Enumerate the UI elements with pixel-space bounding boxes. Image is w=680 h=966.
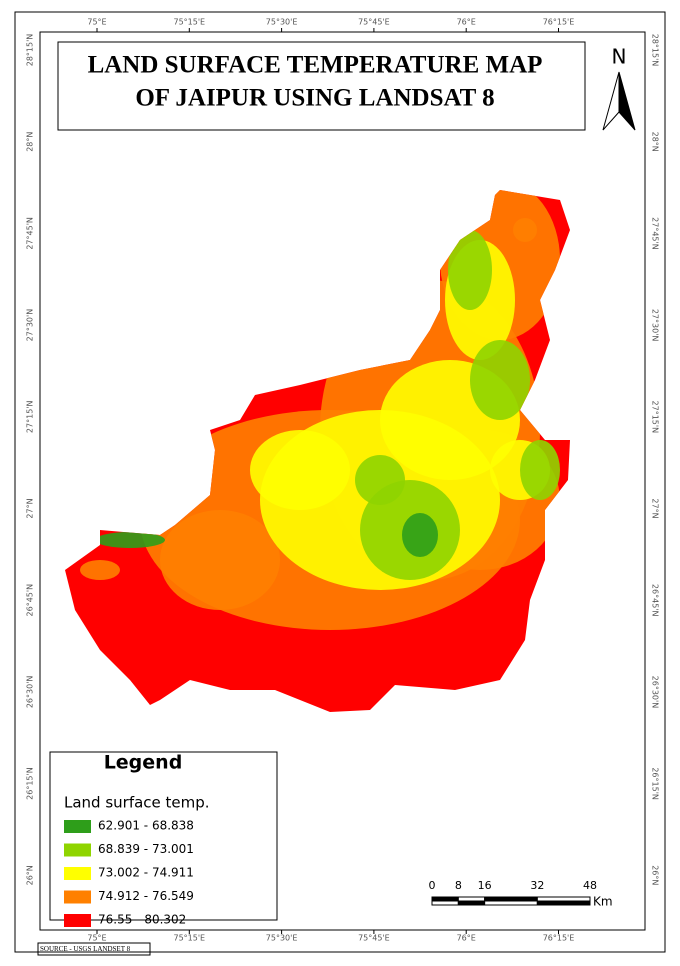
longitude-label: 75°E [87,18,106,27]
legend-label: 74.912 - 76.549 [98,889,194,903]
longitude-label: 75°15'E [173,934,205,943]
longitude-label: 75°30'E [266,18,298,27]
class-area [520,440,560,500]
map-frame [39,31,646,931]
latitude-label: 28°15'N [651,34,660,67]
outer-frame [14,11,666,953]
scale-label: 16 [478,879,492,892]
longitude-label: 76°15'E [543,934,575,943]
latitude-label: 28°N [26,132,35,152]
source-box [37,942,151,956]
latitude-label: 26°30'N [651,676,660,709]
legend-swatch [64,867,91,880]
latitude-label: 26°N [26,865,35,885]
longitude-label: 75°E [87,934,106,943]
longitude-label: 76°15'E [543,18,575,27]
class-area [470,340,530,420]
class-area [95,532,165,548]
longitude-label: 75°45'E [358,18,390,27]
scale-label: 32 [530,879,544,892]
latitude-label: 26°45'N [26,584,35,617]
longitude-label: 76°E [457,18,476,27]
legend-swatch [64,914,91,927]
north-arrow-left [602,71,620,131]
scale-segment [457,900,486,906]
north-arrow-right [618,71,636,131]
legend-label: 73.002 - 74.911 [98,866,194,880]
source: SOURCE - USGS LANDSET 8 [40,945,131,953]
longitude-label: 76°E [457,934,476,943]
legend-swatch [64,820,91,833]
latitude-label: 28°15'N [26,34,35,67]
class-area [160,510,280,610]
scale-segment [431,896,459,902]
scale-label: 48 [583,879,597,892]
legend-title: Legend [104,752,183,774]
scale-segment [536,896,591,902]
latitude-label: 26°15'N [26,767,35,800]
title-line-1: LAND SURFACE TEMPERATURE MAP [88,52,543,79]
scale-segment [457,896,486,902]
legend-swatch [64,890,91,904]
scale-label: 0 [429,879,436,892]
legend-swatch [64,843,91,857]
title-line-2: OF JAIPUR USING LANDSAT 8 [135,85,494,112]
legend-subtitle: Land surface temp. [64,794,210,812]
scale-segment [431,900,459,906]
class-area [355,455,405,505]
scale-segment [484,896,538,902]
class-area [513,218,537,242]
latitude-label: 26°15'N [651,767,660,800]
latitude-label: 27°30'N [26,309,35,342]
class-area [402,513,438,557]
latitude-label: 27°15'N [26,401,35,434]
class-area [250,430,350,510]
longitude-label: 75°30'E [266,934,298,943]
north-label: N [612,45,627,69]
title-box [57,41,586,131]
latitude-label: 27°15'N [651,401,660,434]
latitude-label: 26°30'N [26,676,35,709]
longitude-label: 75°15'E [173,18,205,27]
legend-label: 68.839 - 73.001 [98,842,194,856]
scale-segment [536,900,591,906]
latitude-label: 28°N [651,132,660,152]
latitude-label: 27°45'N [26,217,35,250]
legend-label: 62.901 - 68.838 [98,819,194,833]
lst-raster [65,190,570,712]
latitude-label: 26°45'N [651,584,660,617]
latitude-label: 26°N [651,865,660,885]
latitude-label: 27°N [651,498,660,518]
scale-label: 8 [455,879,462,892]
scale-unit: Km [593,895,613,909]
latitude-label: 27°N [26,498,35,518]
legend-label: 76.55 - 80.302 [98,913,186,927]
class-area [80,560,120,580]
scale-segment [484,900,538,906]
class-area [448,230,492,310]
latitude-label: 27°30'N [651,309,660,342]
latitude-label: 27°45'N [651,217,660,250]
longitude-label: 75°45'E [358,934,390,943]
